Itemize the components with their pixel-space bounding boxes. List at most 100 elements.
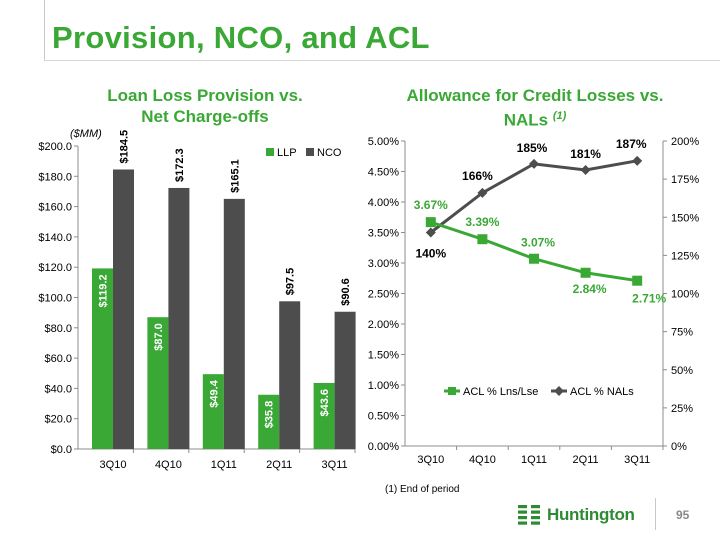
llp-bar xyxy=(313,382,335,449)
acl-nals-point xyxy=(580,164,591,175)
line-left-tick-label: 2.00% xyxy=(368,319,399,331)
right-chart-title-text: NALs xyxy=(503,110,549,130)
line-left-tick-label: 4.50% xyxy=(368,167,399,179)
acl-lns-data-label: 3.07% xyxy=(521,236,555,250)
llp-bar xyxy=(258,394,280,449)
acl-lns-point xyxy=(529,253,539,264)
huntington-logo: Huntington xyxy=(518,505,635,525)
acl-lns-point xyxy=(632,275,643,286)
right-chart-title: Allowance for Credit Losses vs. NALs (1) xyxy=(380,85,690,131)
acl-nals-point xyxy=(477,187,488,198)
right-chart-title-line1: Allowance for Credit Losses vs. xyxy=(406,86,664,105)
page-title: Provision, NCO, and ACL xyxy=(52,20,430,55)
nco-bar xyxy=(168,187,190,449)
header-divider-horizontal xyxy=(44,60,720,61)
legend-nco-label: NCO xyxy=(317,147,342,159)
right-chart-title-line2: NALs (1) xyxy=(380,106,690,131)
line-left-tick-label: 1.50% xyxy=(368,350,399,362)
footnote: (1) End of period xyxy=(385,484,460,495)
left-chart-title-line2: Net Charge-offs xyxy=(141,107,269,126)
acl-lns-data-label: 2.84% xyxy=(573,282,607,296)
bar-y-tick-label: $140.0 xyxy=(38,232,72,244)
acl-lns-data-label: 3.67% xyxy=(414,198,448,212)
llp-data-label: $43.6 xyxy=(319,389,331,417)
llp-bar xyxy=(147,317,169,449)
line-x-tick-label: 1Q11 xyxy=(521,454,547,466)
nco-bar xyxy=(223,198,245,449)
bar-y-tick-label: $100.0 xyxy=(38,293,72,305)
line-left-tick-label: 0.50% xyxy=(368,411,399,423)
llp-bar xyxy=(202,374,224,449)
acl-nals-data-label: 181% xyxy=(570,147,601,161)
acl-nals-data-label: 187% xyxy=(616,137,647,151)
bar-y-tick-label: $80.0 xyxy=(44,323,72,335)
nco-bar xyxy=(113,169,134,450)
llp-data-label: $119.2 xyxy=(98,274,110,307)
bar-y-tick-label: $120.0 xyxy=(38,262,72,274)
nco-data-label: $184.5 xyxy=(119,130,131,164)
legend-nco-swatch xyxy=(306,148,314,156)
line-right-tick-label: 0% xyxy=(671,441,687,453)
bar-y-tick-label: $0.0 xyxy=(51,444,72,456)
nco-bar xyxy=(279,301,301,449)
line-left-tick-label: 2.50% xyxy=(368,289,399,301)
legend-llp-swatch xyxy=(266,148,274,156)
acl-nals-data-label: 185% xyxy=(517,141,548,155)
line-left-tick-label: 3.00% xyxy=(368,258,399,270)
logo-text: Huntington xyxy=(547,505,635,524)
legend-nals-marker xyxy=(554,386,564,396)
left-chart-title-line1: Loan Loss Provision vs. xyxy=(107,86,303,105)
bar-x-tick-label: 1Q11 xyxy=(211,459,237,471)
bar-x-tick-label: 2Q11 xyxy=(266,459,292,471)
line-right-tick-label: 100% xyxy=(671,289,699,301)
nco-data-label: $90.6 xyxy=(340,278,352,306)
line-left-tick-label: 5.00% xyxy=(368,136,399,148)
bar-y-tick-label: $40.0 xyxy=(44,383,72,395)
logo-mark-icon xyxy=(518,505,540,525)
nco-data-label: $97.5 xyxy=(285,268,297,296)
llp-data-label: $35.8 xyxy=(264,401,276,429)
line-right-tick-label: 50% xyxy=(671,365,693,377)
line-right-tick-label: 25% xyxy=(671,403,693,415)
nco-data-label: $172.3 xyxy=(174,148,186,182)
line-left-tick-label: 4.00% xyxy=(368,197,399,209)
line-x-tick-label: 4Q10 xyxy=(469,454,496,466)
line-right-tick-label: 200% xyxy=(671,136,699,148)
header-divider-vertical xyxy=(44,0,45,60)
line-left-tick-label: 3.50% xyxy=(368,228,399,240)
llp-data-label: $49.4 xyxy=(208,379,220,407)
acl-nals-point xyxy=(632,155,643,166)
acl-nals-point xyxy=(529,158,539,169)
bar-x-tick-label: 4Q10 xyxy=(155,459,182,471)
acl-lns-point xyxy=(425,217,436,228)
bar-y-tick-label: $160.0 xyxy=(38,202,72,214)
acl-lns-data-label: 3.39% xyxy=(465,215,499,229)
line-right-tick-label: 150% xyxy=(671,212,699,224)
line-right-tick-label: 125% xyxy=(671,250,699,262)
left-chart-title: Loan Loss Provision vs. Net Charge-offs xyxy=(80,85,330,127)
page-number: 95 xyxy=(676,508,690,522)
llp-bar xyxy=(92,268,113,449)
acl-nals-data-label: 166% xyxy=(462,169,493,183)
legend-nals-label: ACL % NALs xyxy=(570,386,634,398)
bar-y-tick-label: $200.0 xyxy=(38,141,72,153)
line-x-tick-label: 2Q11 xyxy=(573,454,599,466)
nco-data-label: $165.1 xyxy=(229,159,241,193)
acl-lns-point xyxy=(580,267,591,278)
line-right-tick-label: 175% xyxy=(671,174,699,186)
right-chart-title-note: (1) xyxy=(552,110,567,122)
bar-y-tick-label: $180.0 xyxy=(38,171,72,183)
footer-divider xyxy=(655,498,656,530)
acl-lns-data-label: 2.71% xyxy=(632,292,666,306)
llp-data-label: $87.0 xyxy=(153,323,165,351)
line-x-tick-label: 3Q11 xyxy=(624,454,650,466)
bar-unit-label: ($MM) xyxy=(70,128,102,140)
line-left-tick-label: 0.00% xyxy=(368,441,399,453)
acl-nals-data-label: 140% xyxy=(415,247,446,261)
bar-y-tick-label: $20.0 xyxy=(44,414,72,426)
nco-bar xyxy=(334,311,356,449)
line-x-tick-label: 3Q10 xyxy=(417,454,444,466)
legend-llp-label: LLP xyxy=(277,147,297,159)
line-left-tick-label: 1.00% xyxy=(368,380,399,392)
